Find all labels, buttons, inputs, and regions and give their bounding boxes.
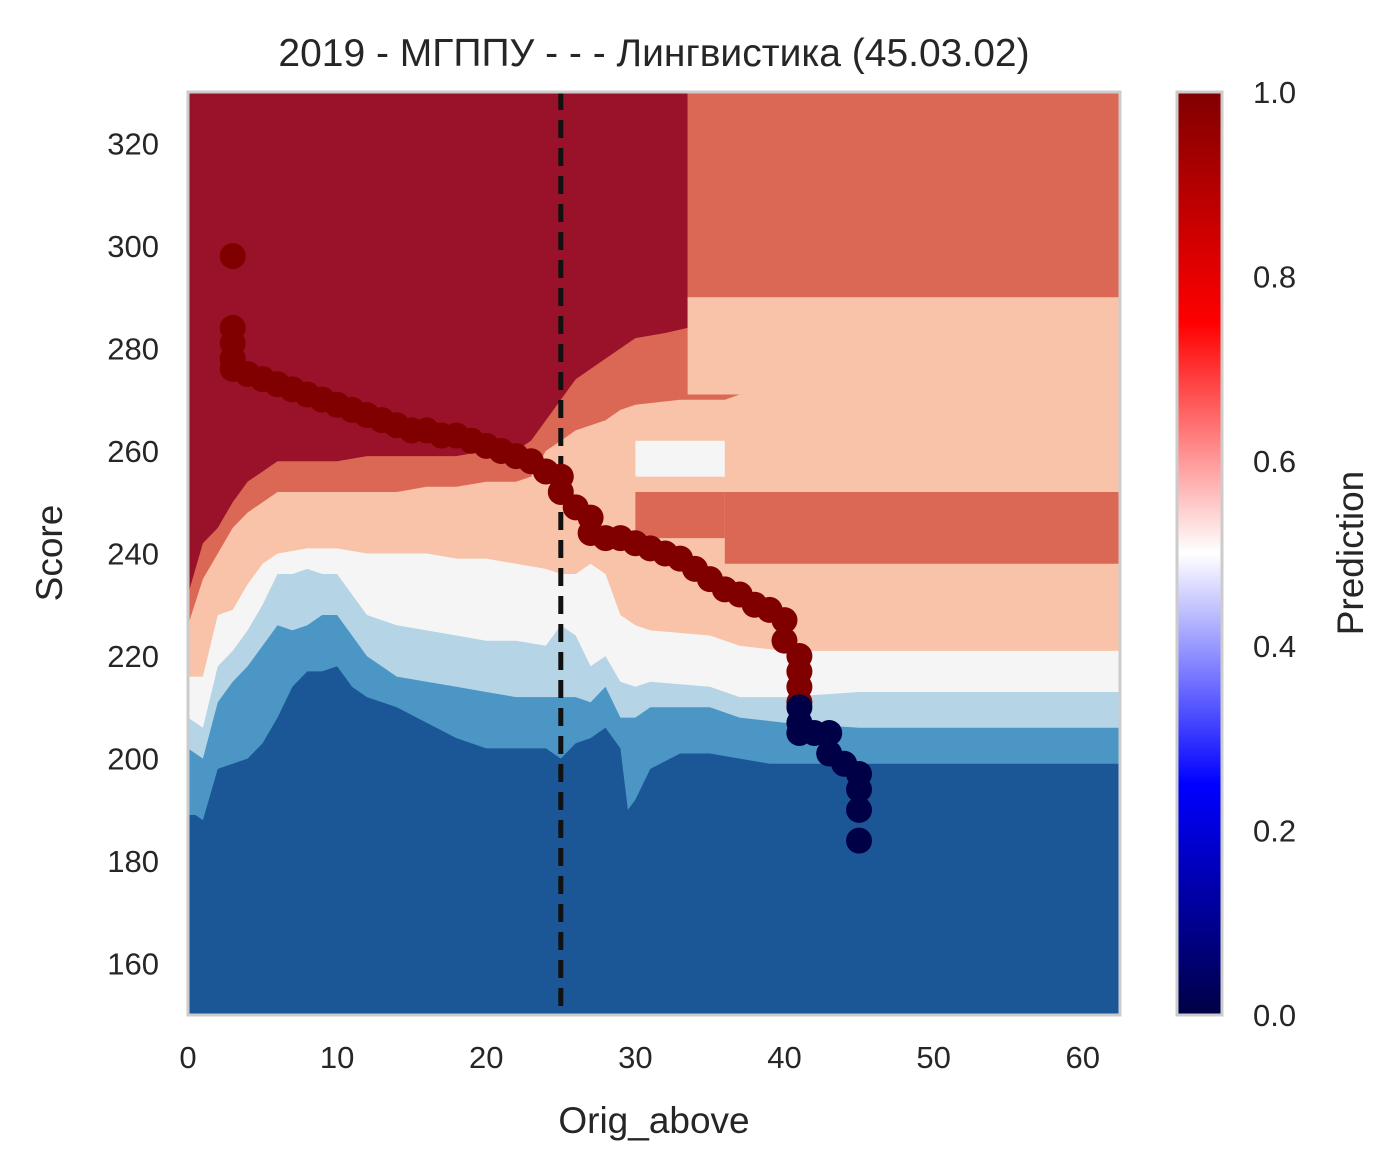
y-tick-label: 260 [107,434,159,469]
x-tick-label: 30 [618,1040,652,1075]
scatter-point-pred_0 [846,827,873,854]
contour-band-upper [687,297,1120,395]
scatter-point-pred_0 [846,796,873,823]
y-tick-label: 220 [107,639,159,674]
plot-frame [186,90,1122,1017]
contour-band-middle [724,492,1120,564]
scatter-point-pred_0 [816,719,843,746]
scatter-point-pred_1 [219,243,246,270]
x-axis-label: Orig_above [558,1100,749,1141]
scatter-point-pred_1 [771,607,798,634]
x-tick-label: 40 [767,1040,801,1075]
chart-title: 2019 - МГППУ - - - Лингвистика (45.03.02… [278,32,1029,75]
scatter-points [219,243,873,854]
y-tick-label: 200 [107,742,159,777]
y-tick-label: 160 [107,947,159,982]
contour-band-white [635,440,725,477]
y-tick-label: 180 [107,844,159,879]
colorbar-tick-label: 0.0 [1253,998,1296,1033]
y-tick-label: 280 [107,331,159,366]
colorbar-label: Prediction [1330,471,1371,636]
y-tick-label: 320 [107,126,159,161]
colorbar-ticks: 0.0 0.2 0.4 0.6 0.8 1.0 [1253,75,1296,1033]
colorbar-tick-label: 1.0 [1253,75,1296,110]
x-tick-label: 20 [469,1040,503,1075]
colorbar-tick-label: 0.2 [1253,813,1296,848]
scatter-point-pred_0 [846,776,873,803]
x-tick-label: 10 [320,1040,354,1075]
plot-area [186,90,1122,1017]
y-tick-label: 300 [107,229,159,264]
x-tick-label: 60 [1065,1040,1099,1075]
contour-band-top [687,92,1120,298]
x-tick-label: 0 [179,1040,196,1075]
colorbar-tick-label: 0.4 [1253,629,1296,664]
colorbar-bar [1175,90,1224,1017]
x-tick-label: 50 [916,1040,950,1075]
x-axis-ticks: 0 10 20 30 40 50 60 [179,1040,1100,1075]
colorbar-tick-label: 0.8 [1253,260,1296,295]
contour-band-middle-left [635,492,725,539]
colorbar: 0.0 0.2 0.4 0.6 0.8 1.0 Prediction [1175,75,1371,1033]
y-axis-label: Score [29,505,70,602]
y-tick-label: 240 [107,537,159,572]
y-axis-ticks: 160 180 200 220 240 260 280 300 320 [107,126,159,981]
colorbar-tick-label: 0.6 [1253,444,1296,479]
